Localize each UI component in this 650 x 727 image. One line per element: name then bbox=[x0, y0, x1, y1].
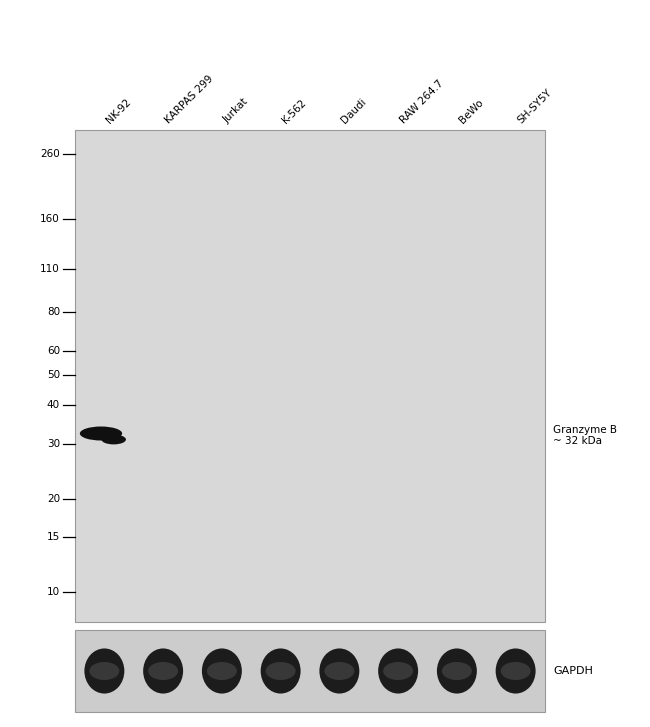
Text: BeWo: BeWo bbox=[457, 97, 485, 125]
Text: 110: 110 bbox=[40, 265, 60, 274]
Ellipse shape bbox=[442, 662, 472, 680]
Ellipse shape bbox=[80, 427, 122, 441]
Text: Granzyme B
~ 32 kDa: Granzyme B ~ 32 kDa bbox=[553, 425, 617, 446]
Text: 260: 260 bbox=[40, 148, 60, 158]
Ellipse shape bbox=[383, 662, 413, 680]
Ellipse shape bbox=[378, 648, 418, 694]
Ellipse shape bbox=[266, 662, 296, 680]
Ellipse shape bbox=[324, 662, 354, 680]
Bar bbox=[75, 130, 545, 622]
Text: NK-92: NK-92 bbox=[105, 97, 133, 125]
Text: 160: 160 bbox=[40, 214, 60, 224]
Text: Jurkat: Jurkat bbox=[222, 97, 250, 125]
Ellipse shape bbox=[261, 648, 300, 694]
Text: 80: 80 bbox=[47, 308, 60, 317]
Bar bbox=[75, 630, 545, 712]
Ellipse shape bbox=[437, 648, 477, 694]
Ellipse shape bbox=[500, 662, 530, 680]
Ellipse shape bbox=[496, 648, 536, 694]
Ellipse shape bbox=[84, 648, 124, 694]
Ellipse shape bbox=[143, 648, 183, 694]
Text: KARPAS 299: KARPAS 299 bbox=[163, 73, 215, 125]
Text: 40: 40 bbox=[47, 401, 60, 411]
Ellipse shape bbox=[148, 662, 178, 680]
Text: Daudi: Daudi bbox=[339, 96, 368, 125]
Ellipse shape bbox=[101, 435, 126, 444]
Ellipse shape bbox=[319, 648, 359, 694]
Ellipse shape bbox=[90, 662, 120, 680]
Ellipse shape bbox=[202, 648, 242, 694]
Text: K-562: K-562 bbox=[281, 97, 308, 125]
Text: RAW 264.7: RAW 264.7 bbox=[398, 78, 445, 125]
Text: 50: 50 bbox=[47, 371, 60, 380]
Text: 60: 60 bbox=[47, 346, 60, 356]
Text: 30: 30 bbox=[47, 439, 60, 449]
Text: SH-SY5Y: SH-SY5Y bbox=[515, 87, 554, 125]
Text: 10: 10 bbox=[47, 587, 60, 597]
Text: GAPDH: GAPDH bbox=[553, 666, 593, 676]
Text: 15: 15 bbox=[47, 532, 60, 542]
Ellipse shape bbox=[207, 662, 237, 680]
Text: 20: 20 bbox=[47, 494, 60, 504]
